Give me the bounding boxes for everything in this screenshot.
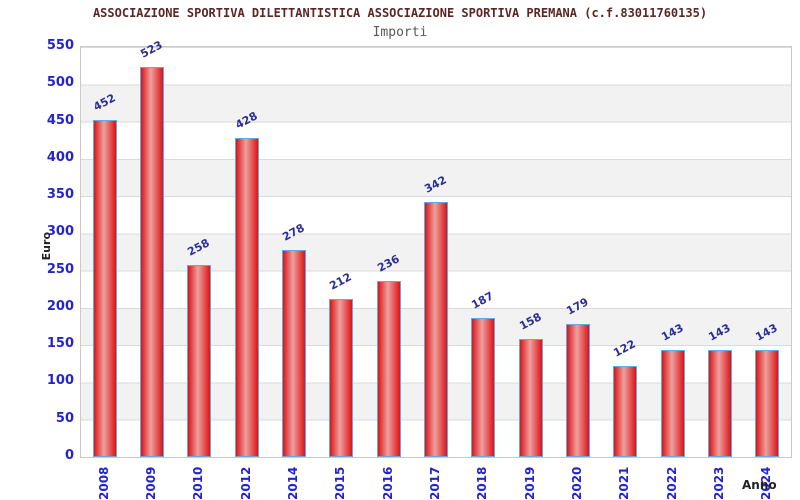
y-tick-label: 250 xyxy=(46,261,74,277)
bar-value-label: 143 xyxy=(753,321,781,345)
x-axis-title: Anno xyxy=(742,478,777,492)
bar xyxy=(518,339,543,457)
x-tick-label: 2019 xyxy=(522,466,537,500)
bar xyxy=(708,350,732,457)
y-tick-label: 300 xyxy=(46,224,74,240)
bar xyxy=(613,366,638,457)
bar-value-label: 158 xyxy=(516,310,544,333)
bar-value-label: 342 xyxy=(422,173,449,196)
bar-value-label: 179 xyxy=(564,294,591,318)
y-tick-label: 350 xyxy=(46,187,74,203)
x-tick-label: 2020 xyxy=(570,466,584,500)
x-tick-label: 2012 xyxy=(238,466,253,500)
bar xyxy=(234,137,259,457)
bar xyxy=(566,323,590,457)
x-tick-label: 2021 xyxy=(617,466,632,500)
bar-value-label: 452 xyxy=(90,91,118,114)
x-tick-label: 2018 xyxy=(475,466,490,500)
bar-value-label: 278 xyxy=(280,221,307,244)
bar xyxy=(187,264,212,457)
y-tick-label: 100 xyxy=(46,373,74,389)
bar-value-label: 187 xyxy=(469,288,497,312)
x-tick-label: 2017 xyxy=(428,466,442,500)
y-tick-label: 450 xyxy=(46,112,74,128)
x-tick-label: 2022 xyxy=(664,466,679,500)
x-tick-label: 2015 xyxy=(333,466,348,500)
x-tick-label: 2016 xyxy=(380,466,395,500)
plot-area: 452 523 258 428 278 212 236 342 187 158 179 122 143 1… xyxy=(80,39,792,458)
y-tick-label: 50 xyxy=(55,410,74,426)
x-tick-label: 2009 xyxy=(144,466,158,500)
bar-value-label: 143 xyxy=(658,321,686,345)
bar-value-label: 122 xyxy=(611,337,639,360)
x-tick-label: 2010 xyxy=(191,466,206,500)
x-tick-label: 2023 xyxy=(712,466,726,500)
chart-title: ASSOCIAZIONE SPORTIVA DILETTANTISTICA AS… xyxy=(92,6,708,20)
bar-value-label: 428 xyxy=(232,109,260,132)
y-tick-label: 200 xyxy=(46,298,74,314)
y-tick-label: 550 xyxy=(46,38,74,53)
bar xyxy=(755,350,780,457)
bar xyxy=(471,317,496,457)
bar-value-label: 212 xyxy=(327,270,355,293)
bar-value-label: 258 xyxy=(185,236,213,259)
bar-value-label: 523 xyxy=(138,38,165,61)
y-tick-label: 400 xyxy=(46,149,74,165)
bar xyxy=(660,350,685,457)
chart-subtitle: Importi xyxy=(372,25,428,40)
x-tick-label: 2008 xyxy=(96,466,111,500)
y-tick-label: 500 xyxy=(46,75,74,91)
y-tick-label: 0 xyxy=(64,448,74,463)
x-tick-label: 2014 xyxy=(286,466,300,500)
y-tick-label: 150 xyxy=(46,336,74,352)
bar xyxy=(424,202,448,457)
bar-value-label: 143 xyxy=(706,321,733,345)
bar-value-label: 236 xyxy=(374,252,402,275)
bar xyxy=(329,298,354,457)
bar xyxy=(376,281,401,457)
bar xyxy=(140,67,164,457)
bar xyxy=(92,120,117,457)
bar xyxy=(282,249,306,457)
